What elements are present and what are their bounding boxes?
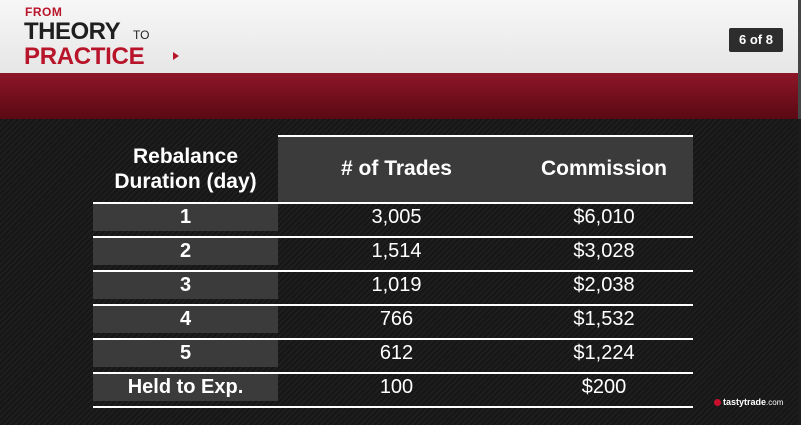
table-row: 5 612 $1,224 — [93, 338, 693, 367]
logo-to: TO — [133, 28, 150, 42]
cell-commission: $6,010 — [573, 206, 635, 228]
brand-name: tastytrade — [723, 397, 767, 407]
cell-trades: 766 — [379, 308, 414, 330]
cell-duration: Held to Exp. — [93, 374, 278, 401]
brand-watermark: tastytrade.com — [714, 397, 783, 407]
logo-practice: PRACTICE — [24, 43, 145, 70]
logo-theory: THEORY — [24, 18, 121, 45]
brand-suffix: .com — [766, 398, 784, 407]
table-header: Rebalance Duration (day) # of Trades Com… — [93, 135, 693, 202]
cell-trades: 612 — [379, 342, 414, 364]
cell-duration: 3 — [93, 272, 278, 299]
play-arrow-icon — [173, 52, 179, 60]
header-dark-background — [278, 135, 693, 202]
logo-from: FROM — [25, 5, 63, 19]
cell-trades: 1,514 — [371, 240, 422, 262]
table-row: 1 3,005 $6,010 — [93, 202, 693, 231]
slide-header: FROM THEORY TO PRACTICE 6 of 8 — [0, 0, 801, 73]
cell-commission: $1,532 — [573, 308, 635, 330]
cell-commission: $200 — [581, 376, 627, 398]
title-band — [0, 73, 801, 119]
cell-trades: 1,019 — [371, 274, 422, 296]
table-row: 3 1,019 $2,038 — [93, 270, 693, 299]
column-header-rebalance-duration: Rebalance Duration (day) — [114, 144, 257, 193]
table-row: 4 766 $1,532 — [93, 304, 693, 333]
cell-commission: $2,038 — [573, 274, 635, 296]
cell-trades: 3,005 — [371, 206, 422, 228]
cell-duration: 4 — [93, 306, 278, 333]
cherry-icon — [714, 399, 721, 406]
table-row: 2 1,514 $3,028 — [93, 236, 693, 265]
page-indicator: 6 of 8 — [729, 28, 783, 52]
cell-commission: $3,028 — [573, 240, 635, 262]
table-bottom-rule — [93, 406, 693, 408]
cell-commission: $1,224 — [573, 342, 635, 364]
column-header-number-of-trades: # of Trades — [341, 157, 452, 180]
cell-duration: 1 — [93, 204, 278, 231]
cell-duration: 5 — [93, 340, 278, 367]
table-row: Held to Exp. 100 $200 — [93, 372, 693, 401]
cell-trades: 100 — [379, 376, 414, 398]
column-header-commission: Commission — [540, 157, 668, 180]
cell-duration: 2 — [93, 238, 278, 265]
